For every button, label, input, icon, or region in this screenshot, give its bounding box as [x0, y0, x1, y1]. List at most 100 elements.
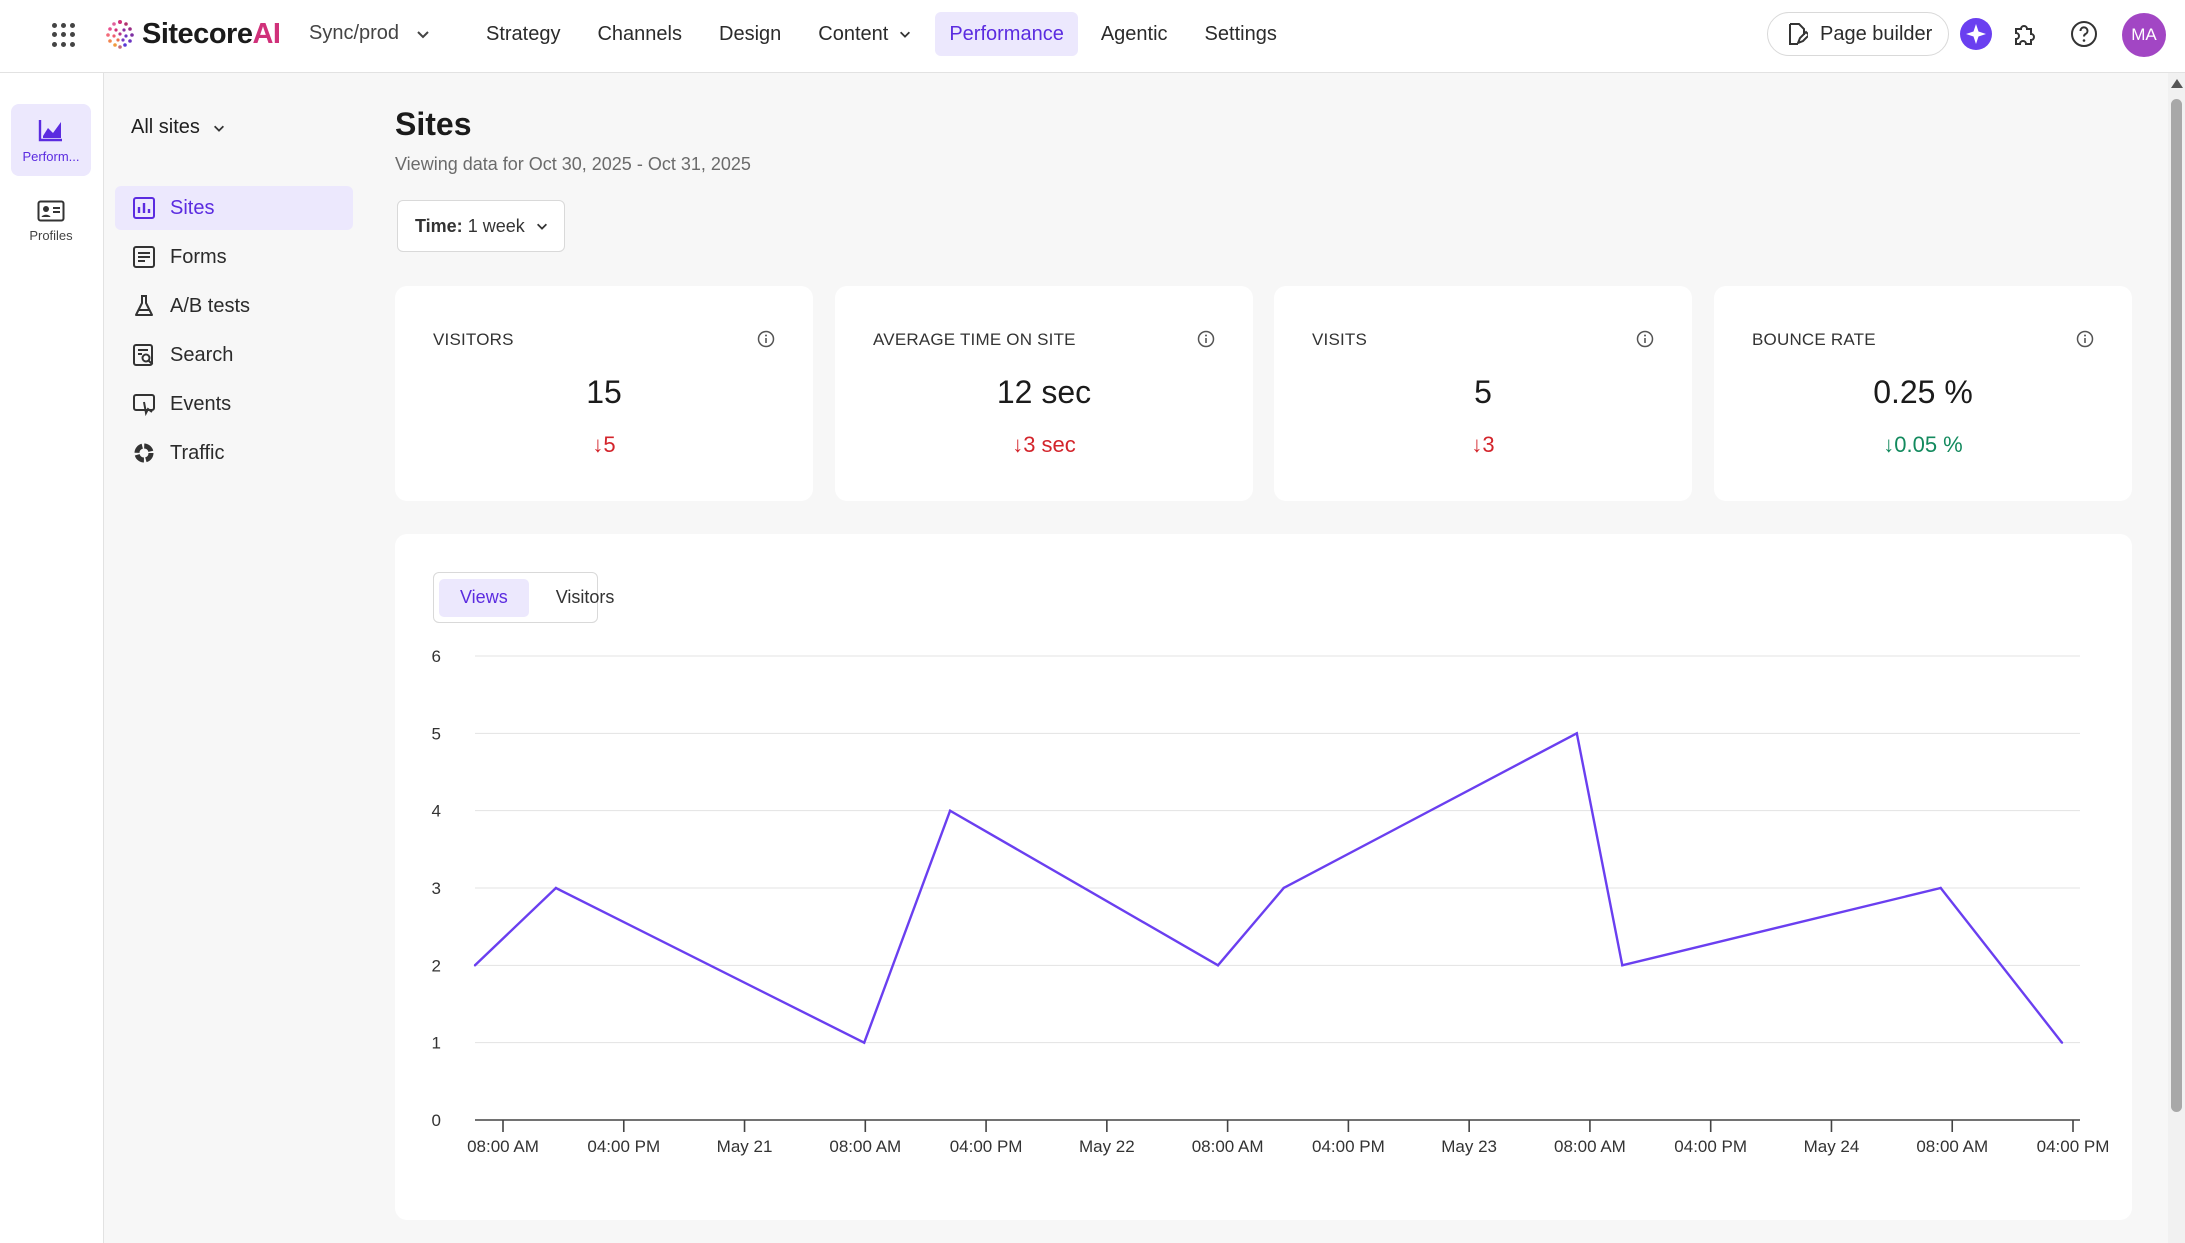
nav-content[interactable]: Content — [804, 12, 926, 56]
sidebar-item-forms[interactable]: Forms — [115, 235, 353, 279]
chevron-down-icon — [536, 223, 547, 230]
metric-value: 5 — [1474, 374, 1492, 410]
info-icon[interactable] — [1636, 330, 1654, 348]
series-line — [474, 731, 2063, 1045]
data-point — [1575, 732, 1579, 735]
views-chart-card: 0 1 2 3 4 5 6 08:00 AM 04:00 PM May 21 08:00 AM 04:… — [395, 534, 2132, 1220]
x-tick-label: May 23 — [1441, 1137, 1497, 1156]
x-tick-label: 08:00 AM — [1554, 1137, 1626, 1156]
sitecore-logo-icon — [106, 20, 134, 49]
nav-label: Design — [719, 22, 782, 45]
chevron-down-icon — [900, 31, 911, 38]
site-selector-label: All sites — [131, 116, 200, 138]
metric-delta: ↓0.05 % — [1883, 432, 1963, 457]
x-tick-label: 04:00 PM — [587, 1137, 660, 1156]
rail-item-profiles[interactable]: Profiles — [11, 185, 91, 257]
metric-card-bounce-rate: BOUNCE RATE 0.25 % ↓0.05 % — [1714, 286, 2132, 501]
sidebar-item-events[interactable]: Events — [115, 382, 353, 426]
brand-name: SitecoreAI — [142, 18, 281, 50]
nav-agentic[interactable]: Agentic — [1087, 12, 1182, 56]
environment-selector[interactable]: Sync/prod — [309, 22, 431, 45]
extensions-icon[interactable] — [2008, 18, 2040, 50]
rail-label: Perform... — [22, 148, 80, 164]
y-tick-label: 6 — [432, 647, 441, 666]
time-filter-label: Time: — [415, 215, 463, 236]
page-subtitle: Viewing data for Oct 30, 2025 - Oct 31, … — [395, 154, 751, 174]
metric-delta: ↓3 — [1471, 432, 1495, 457]
scrollbar-thumb[interactable] — [2171, 99, 2182, 1112]
x-tick-label: 04:00 PM — [1674, 1137, 1747, 1156]
data-point — [1282, 886, 1285, 890]
nav-performance[interactable]: Performance — [935, 12, 1078, 56]
time-filter-select[interactable]: Time: 1 week — [397, 200, 565, 252]
left-rail: Perform... Profiles — [0, 73, 104, 1243]
tab-visitors[interactable]: Visitors — [555, 587, 615, 607]
metric-title: VISITS — [1312, 330, 1368, 349]
data-point — [1216, 964, 1220, 967]
edit-page-icon — [1789, 23, 1808, 45]
metric-card-average-time: AVERAGE TIME ON SITE 12 sec ↓3 sec — [835, 286, 1253, 501]
sidebar-item-ab-tests[interactable]: A/B tests — [115, 284, 353, 328]
nav-design[interactable]: Design — [705, 12, 795, 56]
x-tick-label: 08:00 AM — [1192, 1137, 1264, 1156]
chevron-down-icon — [417, 30, 429, 38]
scroll-up-icon[interactable] — [2171, 79, 2183, 88]
data-point — [1621, 964, 1624, 967]
page-builder-button[interactable]: Page builder — [1767, 12, 1949, 56]
metric-title: BOUNCE RATE — [1752, 330, 1876, 349]
page-title: Sites — [395, 106, 472, 142]
secondary-sidebar: All sites Sites Forms A/B tests Search E… — [104, 73, 374, 1243]
sidebar-item-search[interactable]: Search — [115, 333, 353, 377]
x-tick-label: 08:00 AM — [829, 1137, 901, 1156]
bar-chart-icon — [133, 197, 155, 219]
sidebar-item-sites[interactable]: Sites — [115, 186, 353, 230]
nav-strategy[interactable]: Strategy — [472, 12, 574, 56]
metric-card-visits: VISITS 5 ↓3 — [1274, 286, 1692, 501]
page-scrollbar[interactable] — [2168, 73, 2185, 1243]
y-tick-label: 1 — [432, 1034, 441, 1053]
site-selector[interactable]: All sites — [131, 116, 226, 139]
sidebar-item-traffic[interactable]: Traffic — [115, 431, 353, 475]
y-tick-label: 3 — [432, 879, 441, 898]
sidebar-item-label: Traffic — [170, 441, 225, 464]
info-icon[interactable] — [1197, 330, 1215, 348]
data-point — [862, 1041, 866, 1044]
info-icon[interactable] — [2076, 330, 2094, 348]
rail-label: Profiles — [29, 227, 73, 243]
data-point — [2060, 1041, 2064, 1044]
metric-title: AVERAGE TIME ON SITE — [873, 330, 1076, 349]
x-tick-label: May 24 — [1804, 1137, 1860, 1156]
tab-views[interactable]: Views — [439, 578, 529, 617]
x-tick-label: 04:00 PM — [950, 1137, 1023, 1156]
rail-item-performance[interactable]: Perform... — [11, 104, 91, 176]
traffic-donut-icon — [134, 443, 154, 463]
nav-channels[interactable]: Channels — [583, 12, 696, 56]
y-tick-label: 2 — [432, 956, 441, 975]
sidebar-item-label: Search — [170, 343, 234, 366]
help-icon[interactable] — [2068, 18, 2100, 50]
chevron-down-icon — [213, 125, 224, 132]
y-tick-label: 4 — [432, 802, 441, 821]
main-nav: Strategy Channels Design Content Perform… — [472, 12, 1300, 56]
time-filter-value: 1 week — [467, 215, 525, 236]
metric-delta: ↓5 — [592, 432, 616, 457]
metric-title: VISITORS — [433, 330, 514, 349]
app-switcher-icon[interactable] — [52, 23, 76, 47]
views-line-chart: 0 1 2 3 4 5 6 08:00 AM 04:00 PM May 21 08:00 AM 04:… — [432, 647, 2110, 1156]
data-point — [473, 964, 477, 967]
info-icon[interactable] — [757, 330, 775, 348]
performance-chart-icon — [38, 119, 62, 141]
page-builder-label: Page builder — [1820, 22, 1933, 45]
x-tick-label: 04:00 PM — [1312, 1137, 1385, 1156]
y-tick-label: 5 — [432, 724, 441, 743]
x-tick-label: 08:00 AM — [467, 1137, 539, 1156]
nav-settings[interactable]: Settings — [1191, 12, 1291, 56]
data-point — [554, 886, 558, 890]
nav-label: Strategy — [486, 22, 561, 45]
user-avatar[interactable]: MA — [2122, 13, 2166, 57]
arrow-down-icon: ↓ — [1471, 432, 1483, 457]
sidebar-item-label: Sites — [170, 196, 215, 219]
ai-assistant-icon[interactable] — [1960, 18, 1992, 50]
metric-value: 0.25 % — [1873, 374, 1973, 410]
metric-value: 15 — [586, 374, 622, 410]
